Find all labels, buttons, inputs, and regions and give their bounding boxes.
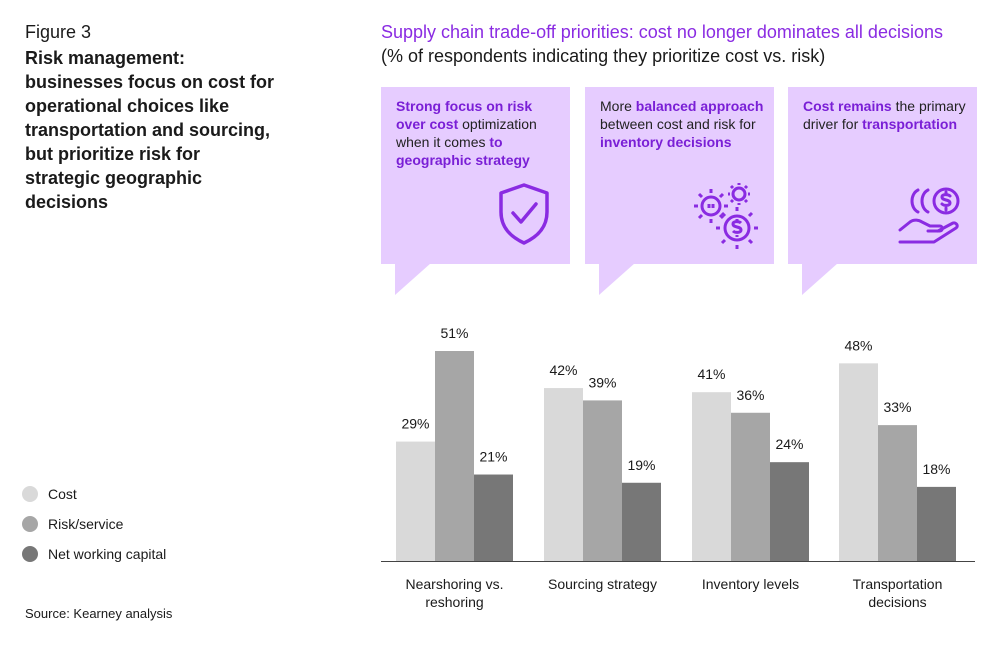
bar-3-0 <box>839 363 878 561</box>
callout-tail <box>599 263 635 295</box>
legend-swatch <box>22 516 38 532</box>
data-label: 29% <box>401 416 429 432</box>
bar-2-1 <box>731 412 770 561</box>
legend-swatch <box>22 546 38 562</box>
callout-plain: optimization when it comes <box>396 116 537 150</box>
data-label: 21% <box>479 449 507 465</box>
gears-dollar-icon <box>694 183 758 249</box>
callout-transportation: Cost remains the primary driver for tran… <box>788 87 977 295</box>
legend-item-cost: Cost <box>22 484 166 504</box>
source-note: Source: Kearney analysis <box>25 606 173 621</box>
data-label: 18% <box>922 461 950 477</box>
data-label: 51% <box>440 325 468 341</box>
callout-highlight: Cost remains <box>803 98 892 114</box>
callout-text: Cost remains the primary driver for tran… <box>803 97 968 133</box>
category-label: Nearshoring vs. reshoring <box>405 576 503 610</box>
callout-highlight: inventory decisions <box>600 134 732 150</box>
data-label: 41% <box>697 366 725 382</box>
callout-geographic: Strong focus on risk over cost optimizat… <box>381 87 570 295</box>
callout-text: More balanced approach between cost and … <box>600 97 765 151</box>
category-label: Sourcing strategy <box>548 576 657 592</box>
callout-tail <box>395 263 431 295</box>
bar-1-1 <box>583 400 622 561</box>
data-label: 42% <box>549 362 577 378</box>
bar-3-1 <box>878 425 917 561</box>
bar-0-2 <box>474 474 513 561</box>
category-label: Transportation decisions <box>853 576 943 610</box>
callout-highlight: transportation <box>862 116 958 132</box>
bar-0-0 <box>396 441 435 561</box>
legend-label: Net working capital <box>48 546 167 562</box>
callout-text: Strong focus on risk over cost optimizat… <box>396 97 561 169</box>
data-label: 24% <box>775 436 803 452</box>
hand-coins-icon <box>898 187 960 244</box>
bar-2-2 <box>770 462 809 561</box>
data-label: 48% <box>844 337 872 353</box>
data-label: 39% <box>588 374 616 390</box>
legend: Cost Risk/service Net working capital <box>22 484 166 574</box>
callout-tail <box>802 263 838 295</box>
legend-label: Risk/service <box>48 516 124 532</box>
category-label: Inventory levels <box>702 576 799 592</box>
callout-plain: between cost and risk for <box>600 116 756 132</box>
legend-swatch <box>22 486 38 502</box>
data-label: 33% <box>883 399 911 415</box>
legend-item-risk-service: Risk/service <box>22 514 166 534</box>
legend-label: Cost <box>48 486 77 502</box>
figure-label: Figure 3 <box>25 22 92 42</box>
callout-plain: More <box>600 98 636 114</box>
chart-subtitle: (% of respondents indicating they priori… <box>381 46 826 66</box>
chart-title: Supply chain trade-off priorities: cost … <box>381 22 943 42</box>
legend-item-net-working-capital: Net working capital <box>22 544 166 564</box>
figure-title: Risk management: businesses focus on cos… <box>25 48 275 212</box>
bar-1-2 <box>622 482 661 561</box>
bar-1-0 <box>544 388 583 561</box>
shield-check-icon <box>499 183 549 245</box>
data-label: 36% <box>736 387 764 403</box>
bar-3-2 <box>917 486 956 561</box>
callout-highlight: Strong focus on risk over cost <box>396 98 533 132</box>
callout-highlight: balanced approach <box>635 98 764 114</box>
bar-0-1 <box>435 351 474 561</box>
data-label: 19% <box>627 457 655 473</box>
callout-highlight: to geographic strategy <box>396 134 530 168</box>
bar-2-0 <box>692 392 731 561</box>
callout-plain: the primary driver for <box>803 98 966 132</box>
callout-inventory: More balanced approach between cost and … <box>585 87 774 295</box>
